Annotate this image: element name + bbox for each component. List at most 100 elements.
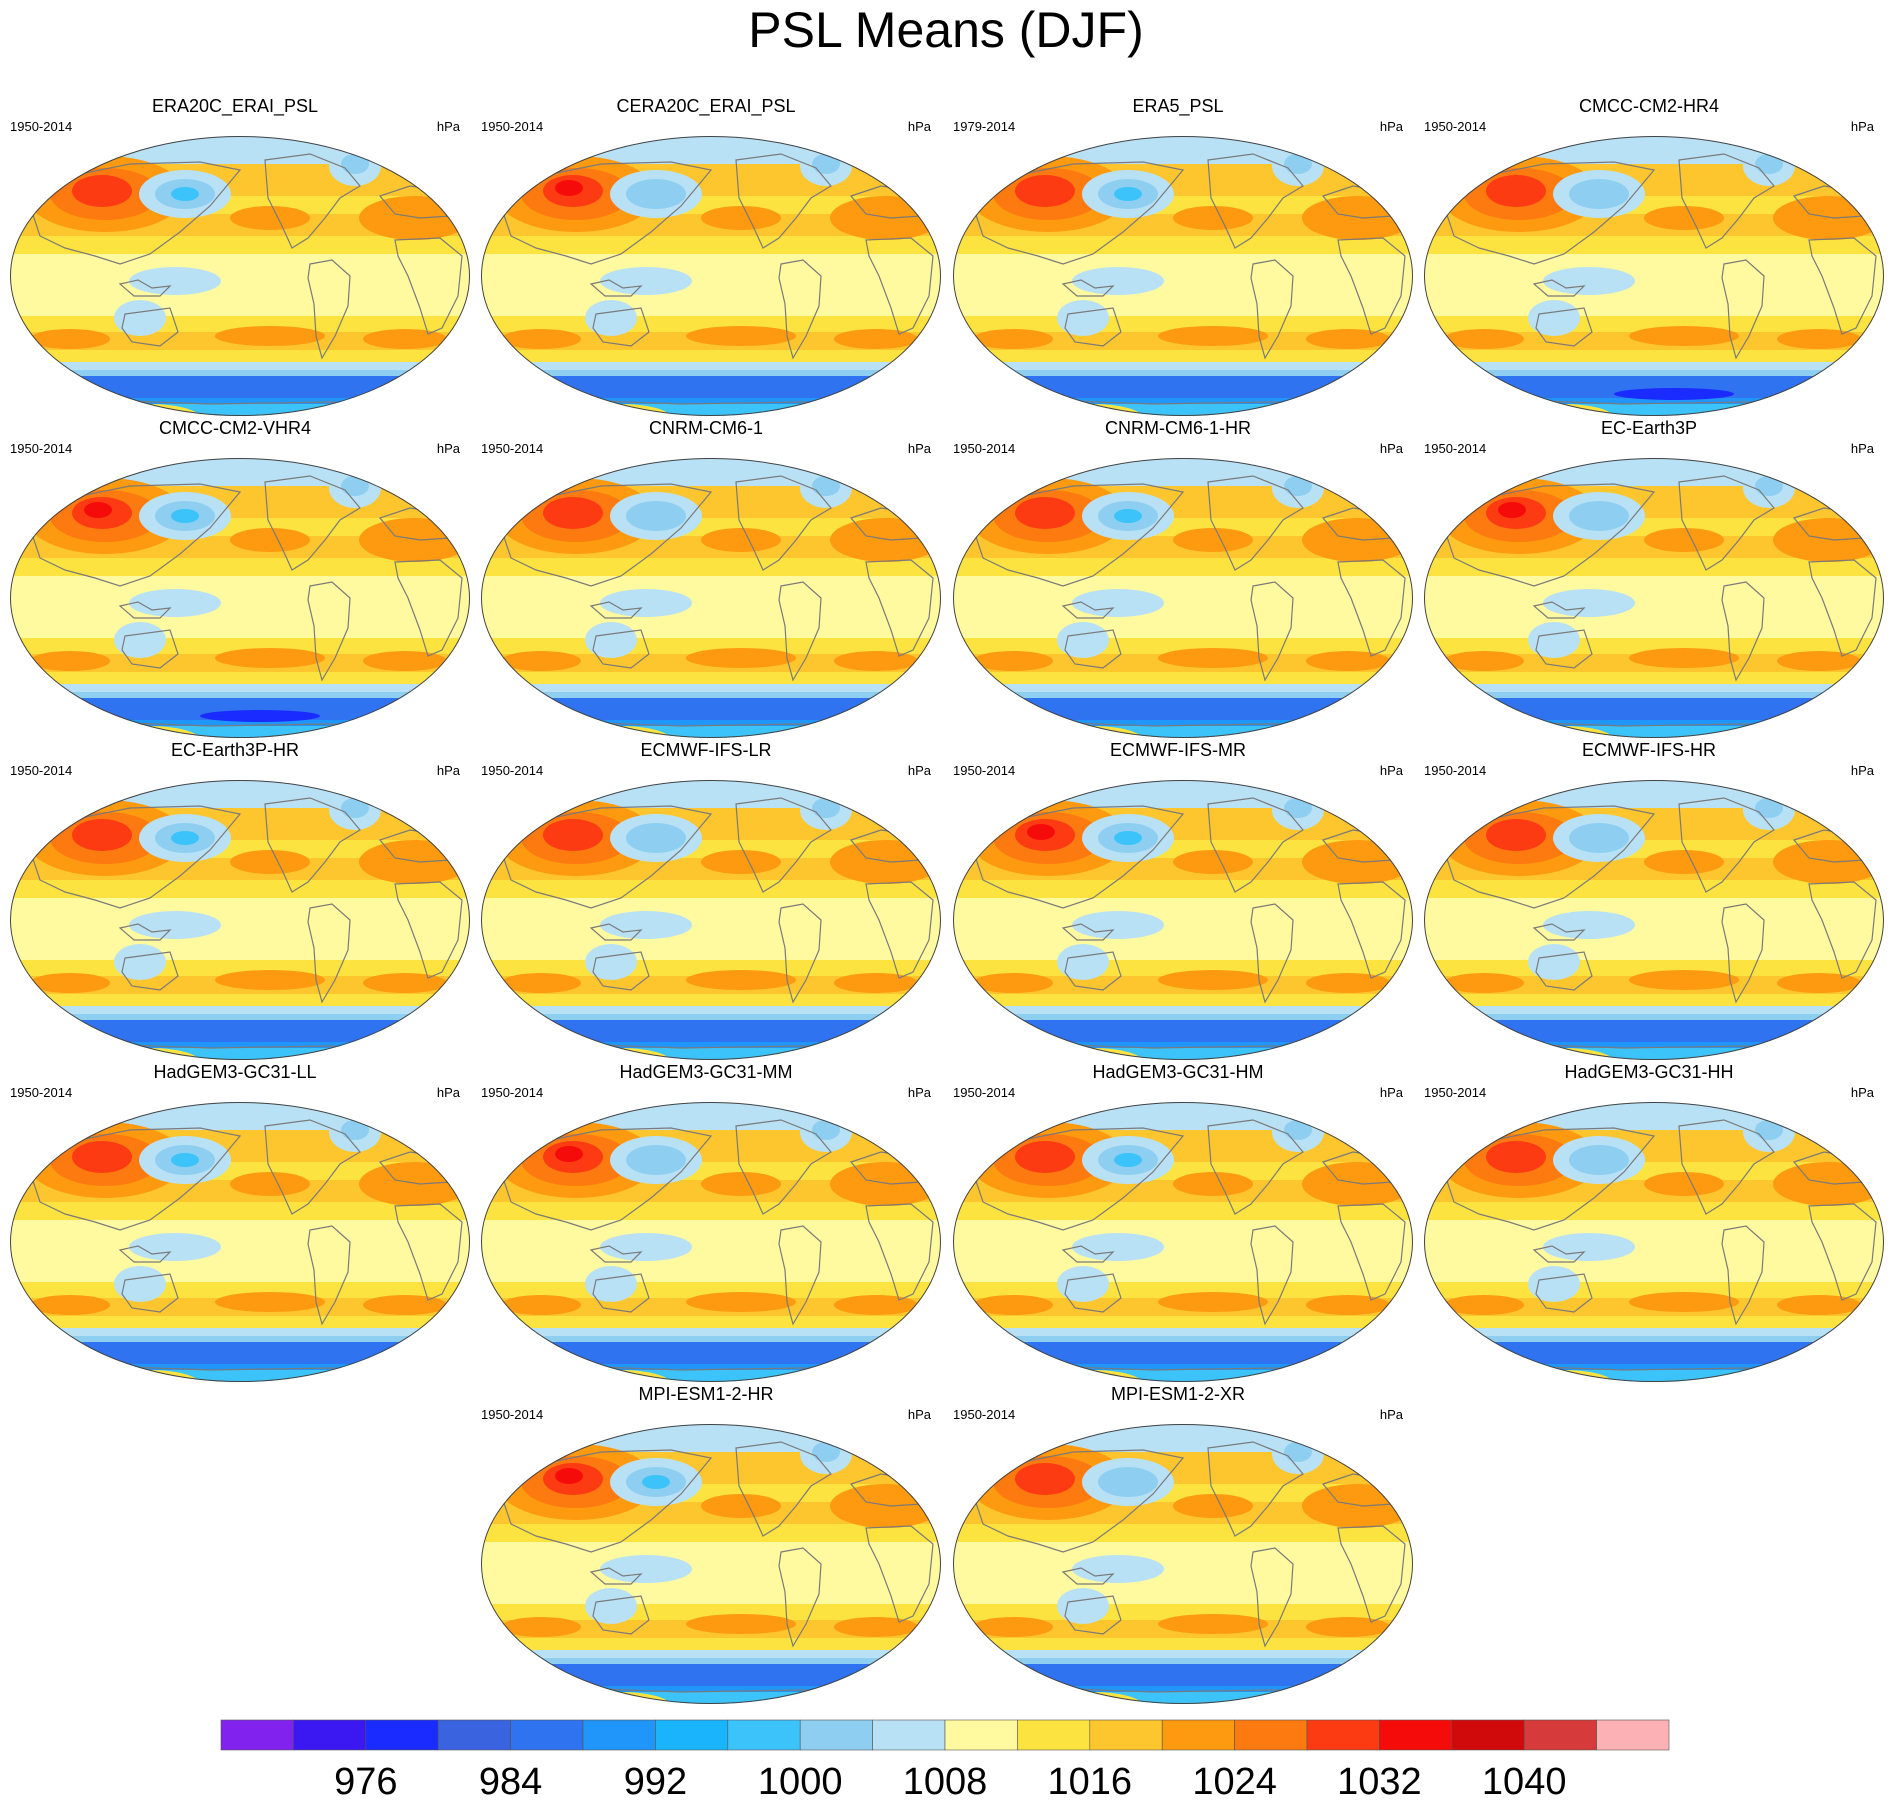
panel-period: 1950-2014 [1424, 119, 1487, 134]
panel-period: 1950-2014 [481, 763, 544, 778]
panel-title: EC-Earth3P-HR [170, 740, 300, 760]
map-panel: MPI-ESM1-2-HR 1950-2014 hPa [471, 1384, 941, 1706]
colorbar-swatch [582, 1719, 656, 1751]
colorbar-swatch [655, 1719, 729, 1751]
colorbar-tick-label: 1016 [1048, 1761, 1133, 1802]
robinson-map [10, 136, 470, 416]
psl-field [953, 780, 1413, 1060]
panel-unit: hPa [1850, 763, 1874, 778]
panel-period: 1950-2014 [1424, 763, 1487, 778]
panel-period: 1950-2014 [481, 441, 544, 456]
panel-unit: hPa [907, 763, 931, 778]
robinson-map [10, 1102, 470, 1382]
robinson-map [481, 458, 941, 738]
map-panel: ECMWF-IFS-LR 1950-2014 hPa [471, 740, 941, 1062]
map-border [10, 780, 470, 1060]
panel-title: ERA20C_ERAI_PSL [151, 96, 319, 116]
map-panel: CNRM-CM6-1-HR 1950-2014 hPa [943, 418, 1413, 740]
panel-title: HadGEM3-GC31-HM [1092, 1062, 1264, 1082]
panel-unit: hPa [436, 119, 460, 134]
panel-unit: hPa [1850, 119, 1874, 134]
panel-period: 1950-2014 [481, 119, 544, 134]
map-border [1424, 1102, 1884, 1382]
robinson-map [953, 458, 1413, 738]
panel-period: 1950-2014 [10, 763, 73, 778]
psl-field [481, 1102, 941, 1382]
psl-field [953, 458, 1413, 738]
colorbar-swatch [799, 1719, 873, 1751]
panel-unit: hPa [1850, 441, 1874, 456]
robinson-map [1424, 780, 1884, 1060]
map-panel: CNRM-CM6-1 1950-2014 hPa [471, 418, 941, 740]
panel-title: CMCC-CM2-VHR4 [159, 418, 311, 438]
panel-unit: hPa [436, 1085, 460, 1100]
map-panel: HadGEM3-GC31-HH 1950-2014 hPa [1414, 1062, 1884, 1384]
robinson-map [953, 136, 1413, 416]
map-border [1424, 458, 1884, 738]
psl-field [481, 780, 941, 1060]
panel-title: HadGEM3-GC31-LL [153, 1062, 317, 1082]
panel-title: HadGEM3-GC31-MM [619, 1062, 793, 1082]
map-panel: EC-Earth3P-HR 1950-2014 hPa [0, 740, 470, 1062]
map-border [953, 1102, 1413, 1382]
panel-title: CNRM-CM6-1-HR [1105, 418, 1251, 438]
map-panel: ERA20C_ERAI_PSL 1950-2014 hPa [0, 96, 470, 418]
colorbar-swatch [872, 1719, 946, 1751]
map-panel: CERA20C_ERAI_PSL 1950-2014 hPa [471, 96, 941, 418]
panel-title: ECMWF-IFS-HR [1582, 740, 1716, 760]
panel-period: 1950-2014 [10, 1085, 73, 1100]
panel-title: CMCC-CM2-HR4 [1579, 96, 1719, 116]
figure-title: PSL Means (DJF) [748, 2, 1144, 58]
panel-period: 1950-2014 [481, 1407, 544, 1422]
robinson-map [10, 458, 470, 738]
panel-unit: hPa [907, 1407, 931, 1422]
map-border [953, 136, 1413, 416]
panel-unit: hPa [1379, 441, 1403, 456]
map-border [953, 458, 1413, 738]
panel-unit: hPa [436, 763, 460, 778]
map-panel: CMCC-CM2-VHR4 1950-2014 hPa [0, 418, 470, 740]
panel-unit: hPa [1379, 1407, 1403, 1422]
map-border [481, 1102, 941, 1382]
colorbar-swatch [727, 1719, 801, 1751]
colorbar-tick-label: 1008 [903, 1761, 988, 1802]
robinson-map [953, 780, 1413, 1060]
panel-period: 1950-2014 [481, 1085, 544, 1100]
panel-unit: hPa [907, 441, 931, 456]
map-border [1424, 780, 1884, 1060]
map-panel: HadGEM3-GC31-HM 1950-2014 hPa [943, 1062, 1413, 1384]
panel-title: EC-Earth3P [1600, 418, 1698, 438]
map-panel: EC-Earth3P 1950-2014 hPa [1414, 418, 1884, 740]
panel-unit: hPa [907, 1085, 931, 1100]
psl-field [481, 458, 941, 738]
map-panel: ECMWF-IFS-HR 1950-2014 hPa [1414, 740, 1884, 1062]
robinson-map [953, 1424, 1413, 1704]
colorbar-tick-label: 1000 [758, 1761, 843, 1802]
colorbar-tick-label: 1024 [1192, 1761, 1277, 1802]
colorbar-tick-label: 1032 [1337, 1761, 1422, 1802]
panel-period: 1950-2014 [953, 1085, 1016, 1100]
psl-field [953, 1102, 1413, 1382]
panel-unit: hPa [1379, 1085, 1403, 1100]
panel-period: 1950-2014 [953, 1407, 1016, 1422]
psl-field [1424, 458, 1884, 738]
panel-title: MPI-ESM1-2-XR [1110, 1384, 1245, 1404]
panel-period: 1950-2014 [953, 441, 1016, 456]
psl-field [1424, 780, 1884, 1060]
colorbar-swatch [944, 1719, 1018, 1751]
map-border [481, 780, 941, 1060]
map-panel: ERA5_PSL 1979-2014 hPa [943, 96, 1413, 418]
colorbar-swatch [293, 1719, 367, 1751]
psl-field [10, 1102, 470, 1382]
colorbar-swatch [1306, 1719, 1380, 1751]
psl-field [953, 1424, 1413, 1704]
robinson-map [1424, 1102, 1884, 1382]
colorbar-tick-label: 976 [334, 1761, 397, 1802]
panel-title: HadGEM3-GC31-HH [1564, 1062, 1734, 1082]
colorbar-swatch [1089, 1719, 1163, 1751]
map-border [10, 458, 470, 738]
colorbar-swatch [220, 1719, 294, 1751]
psl-field [1424, 1102, 1884, 1382]
robinson-map [1424, 458, 1884, 738]
panel-title: ECMWF-IFS-LR [640, 740, 772, 760]
